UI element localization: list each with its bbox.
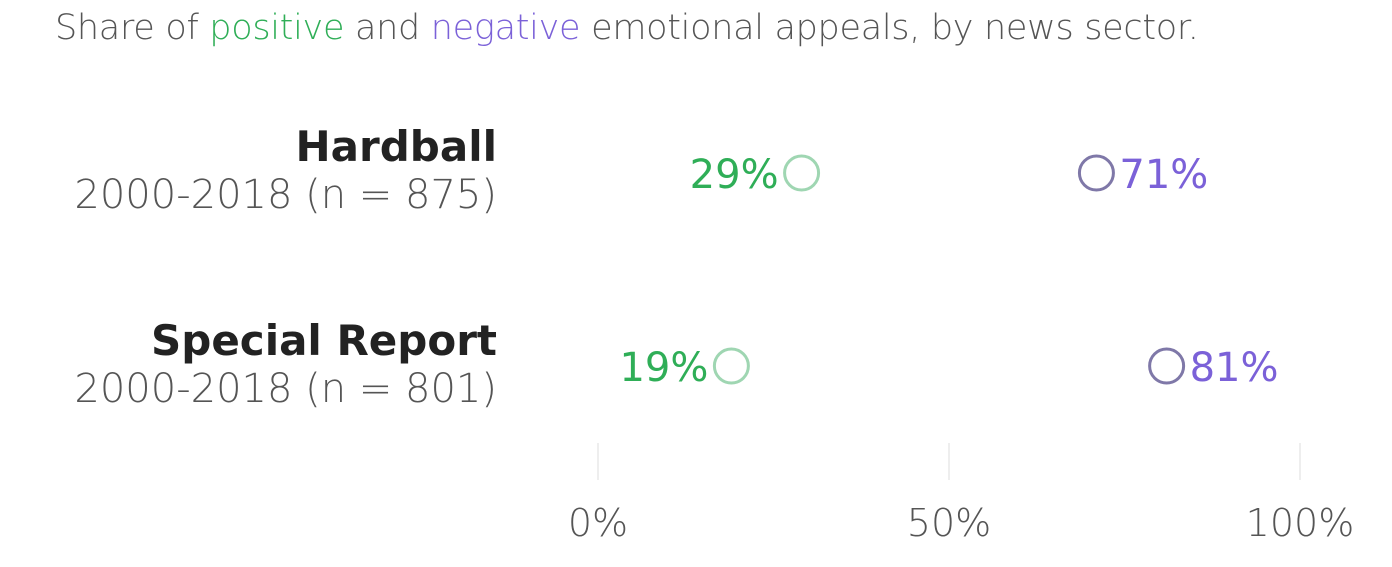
title-prefix: Share of bbox=[55, 8, 210, 48]
row-period: 2000-2018 (n = 801) bbox=[74, 366, 497, 412]
title-positive-word: positive bbox=[209, 8, 345, 48]
row-label-special-report: Special Report 2000-2018 (n = 801) bbox=[74, 316, 497, 412]
positive-value-label: 29% bbox=[690, 152, 779, 198]
chart-title: Share of positive and negative emotional… bbox=[55, 8, 1199, 48]
row-name: Hardball bbox=[295, 122, 497, 171]
negative-marker bbox=[1148, 347, 1186, 385]
row-name: Special Report bbox=[151, 316, 497, 365]
x-tick-label: 100% bbox=[1246, 501, 1355, 545]
negative-value-label: 71% bbox=[1119, 152, 1208, 198]
title-negative-word: negative bbox=[430, 8, 581, 48]
positive-marker bbox=[712, 347, 750, 385]
row-period: 2000-2018 (n = 875) bbox=[74, 172, 497, 218]
x-tick-label: 0% bbox=[568, 501, 628, 545]
negative-marker bbox=[1077, 154, 1115, 192]
x-tick-label: 50% bbox=[907, 501, 991, 545]
title-middle: and bbox=[344, 8, 431, 48]
row-label-hardball: Hardball 2000-2018 (n = 875) bbox=[74, 122, 497, 218]
positive-marker bbox=[783, 154, 821, 192]
title-suffix: emotional appeals, by news sector. bbox=[580, 8, 1199, 48]
negative-value-label: 81% bbox=[1190, 345, 1279, 391]
positive-value-label: 19% bbox=[619, 345, 708, 391]
